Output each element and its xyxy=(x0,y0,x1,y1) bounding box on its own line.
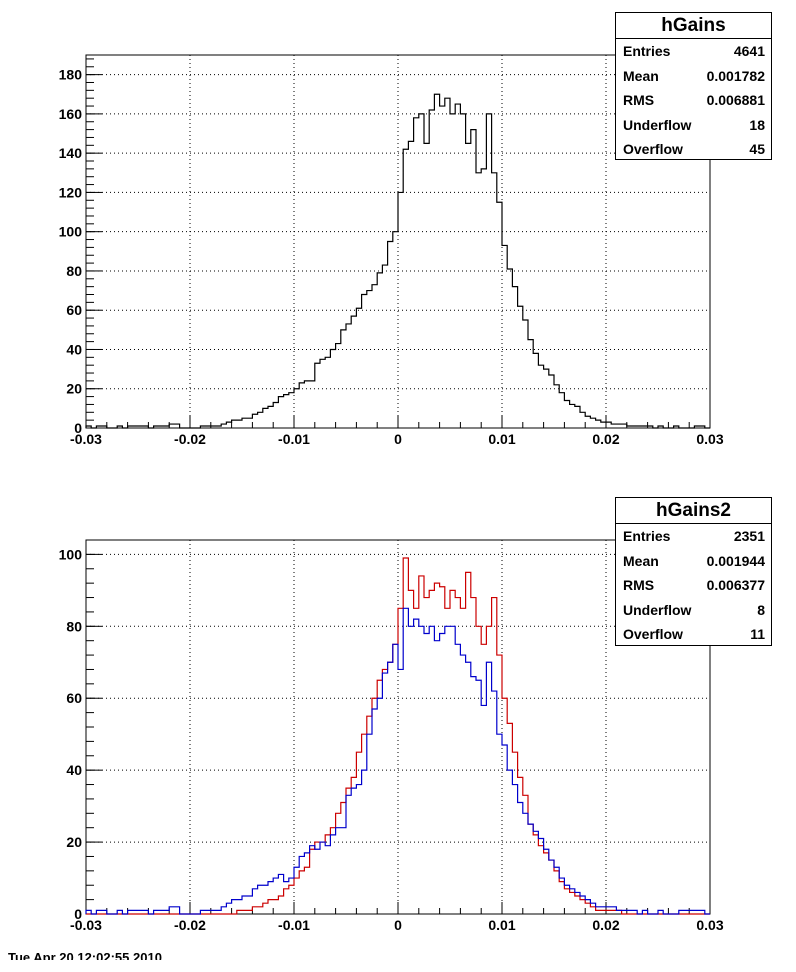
x-tick-label: -0.03 xyxy=(70,917,102,933)
y-tick-label: 100 xyxy=(59,224,83,240)
stats-row-underflow: Underflow 8 xyxy=(616,598,771,623)
stats-label: Entries xyxy=(623,43,671,59)
stats-box-hgains: hGains Entries 4641 Mean 0.001782 RMS 0.… xyxy=(615,12,772,160)
stats-value: 18 xyxy=(749,116,765,133)
x-tick-label: 0.02 xyxy=(592,917,619,933)
stats-value: 11 xyxy=(750,626,765,643)
x-tick-label: 0.03 xyxy=(696,917,723,933)
y-tick-label: 80 xyxy=(66,263,82,279)
stats-row-overflow: Overflow 45 xyxy=(616,137,771,162)
x-tick-label: 0.01 xyxy=(488,917,515,933)
stats-value: 4641 xyxy=(733,43,765,59)
stats-row-rms: RMS 0.006881 xyxy=(616,88,771,113)
stats-value: 0.001944 xyxy=(706,552,765,569)
histogram-series-1 xyxy=(86,557,710,915)
stats-row-underflow: Underflow 18 xyxy=(616,113,771,138)
stats-row-rms: RMS 0.006377 xyxy=(616,573,771,598)
stats-label: Underflow xyxy=(623,116,692,133)
x-tick-label: -0.01 xyxy=(278,431,310,447)
stats-value: 45 xyxy=(749,141,765,158)
stats-label: Mean xyxy=(623,552,659,569)
x-tick-label: 0.02 xyxy=(592,431,619,447)
y-tick-label: 100 xyxy=(59,546,83,562)
y-tick-label: 80 xyxy=(66,618,82,634)
y-tick-label: 60 xyxy=(66,302,82,318)
x-tick-label: -0.02 xyxy=(174,431,206,447)
stats-title: hGains2 xyxy=(616,498,771,524)
stats-label: Mean xyxy=(623,67,659,84)
footer-clip: Tue Apr 20 12:02:55 2010 xyxy=(0,950,300,960)
stats-label: Entries xyxy=(623,528,671,544)
y-tick-label: 20 xyxy=(66,834,82,850)
stats-label: RMS xyxy=(623,92,655,109)
y-tick-label: 120 xyxy=(59,184,83,200)
x-tick-label: 0 xyxy=(394,917,402,933)
stats-box-hgains2: hGains2 Entries 2351 Mean 0.001944 RMS 0… xyxy=(615,497,772,646)
stats-value: 0.006377 xyxy=(706,577,765,594)
stats-label: Underflow xyxy=(623,601,692,618)
stats-row-entries: Entries 4641 xyxy=(616,39,771,64)
x-tick-label: -0.01 xyxy=(278,917,310,933)
histogram-series-1 xyxy=(85,93,710,429)
stats-value: 0.006881 xyxy=(706,92,765,109)
stats-title: hGains xyxy=(616,13,771,39)
y-tick-label: 180 xyxy=(59,67,83,83)
stats-label: RMS xyxy=(623,577,655,594)
y-tick-label: 40 xyxy=(66,762,82,778)
x-tick-label: 0.01 xyxy=(488,431,515,447)
stats-row-overflow: Overflow 11 xyxy=(616,622,771,647)
stats-value: 2351 xyxy=(733,528,765,544)
x-tick-label: -0.03 xyxy=(70,431,102,447)
histogram-series-2 xyxy=(85,607,710,915)
stats-row-mean: Mean 0.001944 xyxy=(616,549,771,574)
stats-label: Overflow xyxy=(623,141,683,158)
y-tick-label: 60 xyxy=(66,690,82,706)
x-tick-label: 0.03 xyxy=(696,431,723,447)
y-tick-label: 0 xyxy=(74,420,82,436)
x-tick-label: 0 xyxy=(394,431,402,447)
stats-value: 8 xyxy=(757,601,765,618)
y-tick-label: 40 xyxy=(66,341,82,357)
stats-row-mean: Mean 0.001782 xyxy=(616,64,771,89)
y-tick-label: 160 xyxy=(59,106,83,122)
timestamp-footer: Tue Apr 20 12:02:55 2010 xyxy=(8,950,162,960)
y-tick-label: 20 xyxy=(66,381,82,397)
stats-row-entries: Entries 2351 xyxy=(616,524,771,549)
stats-value: 0.001782 xyxy=(706,67,765,84)
x-tick-label: -0.02 xyxy=(174,917,206,933)
y-tick-label: 0 xyxy=(74,906,82,922)
y-tick-label: 140 xyxy=(59,145,83,161)
stats-label: Overflow xyxy=(623,626,683,643)
